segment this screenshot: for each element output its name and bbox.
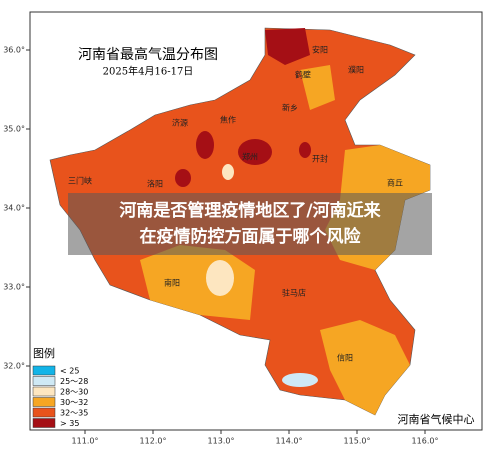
region-warm	[300, 65, 335, 110]
lon-tick-label: 116.0°	[412, 437, 439, 446]
lat-tick-label: 33.0°	[3, 283, 25, 292]
map-title: 河南省最高气温分布图	[78, 46, 218, 63]
city-label: 新乡	[282, 103, 298, 113]
legend-swatch	[32, 386, 56, 397]
city-label: 鹤壁	[295, 70, 311, 80]
legend-swatch	[32, 418, 56, 428]
overlay-text: 河南是否管理疫情地区了/河南近来	[119, 200, 381, 221]
city-label: 信阳	[337, 353, 353, 363]
credit: 河南省气候中心	[398, 412, 475, 426]
lat-tick-label: 32.0°	[3, 362, 25, 371]
legend-label: 28～30	[60, 388, 88, 397]
region-mild	[222, 164, 234, 180]
city-label: 南阳	[164, 278, 180, 288]
region-extreme	[299, 142, 311, 158]
map-subtitle: 2025年4月16-17日	[103, 65, 194, 78]
city-label: 洛阳	[147, 179, 163, 189]
legend-title: 图例	[33, 346, 55, 360]
region-mild	[206, 260, 234, 296]
lat-tick-label: 34.0°	[3, 204, 25, 213]
lon-tick-label: 113.0°	[208, 437, 235, 446]
legend-label: 30～32	[60, 398, 88, 407]
region-extreme	[175, 169, 191, 187]
region-cool	[282, 373, 318, 387]
legend-label: 32～35	[60, 409, 88, 418]
legend-swatch	[32, 397, 56, 407]
overlay-banner	[68, 193, 432, 255]
lon-tick-label: 114.0°	[276, 437, 303, 446]
region-warm	[320, 320, 410, 415]
overlay-text: 在疫情防控方面属于哪个风险	[140, 226, 362, 247]
legend-swatch	[32, 365, 56, 376]
lat-tick-label: 35.0°	[3, 125, 25, 134]
region-extreme	[238, 139, 272, 165]
city-label: 郑州	[242, 152, 258, 162]
legend-label: 25～28	[60, 377, 88, 386]
legend-label: < 25	[60, 367, 79, 376]
lon-tick-label: 112.0°	[140, 437, 167, 446]
lon-tick-label: 111.0°	[72, 437, 99, 446]
region-extreme	[196, 131, 214, 159]
city-label: 三门峡	[68, 176, 92, 186]
city-label: 濮阳	[348, 65, 364, 75]
city-label: 济源	[172, 118, 188, 128]
lon-tick-label: 115.0°	[344, 437, 371, 446]
lat-tick-label: 36.0°	[3, 46, 25, 55]
city-label: 驻马店	[282, 288, 306, 298]
city-label: 开封	[312, 154, 328, 164]
city-label: 安阳	[312, 45, 328, 55]
legend-swatch	[32, 407, 56, 418]
city-label: 焦作	[220, 115, 236, 125]
region-extreme	[265, 28, 310, 65]
legend-label: > 35	[60, 419, 79, 428]
legend-swatch	[32, 376, 56, 386]
city-label: 商丘	[387, 178, 403, 188]
